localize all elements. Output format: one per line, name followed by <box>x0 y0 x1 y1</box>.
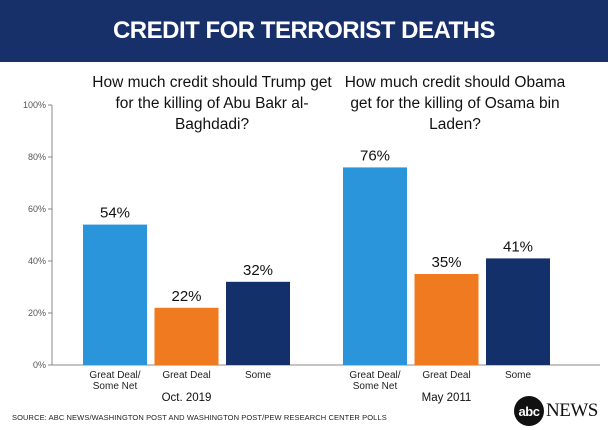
y-tick-label: 80% <box>28 152 46 162</box>
y-tick-label: 20% <box>28 308 46 318</box>
y-tick-label: 100% <box>23 100 46 110</box>
x-category-label: Great Deal/ <box>349 370 400 381</box>
bar <box>226 281 290 365</box>
x-category-label: Great Deal <box>422 370 470 381</box>
x-category-label: Some <box>505 370 532 381</box>
bar <box>343 167 407 365</box>
bar <box>414 274 479 365</box>
question-left: How much credit should Trump get for the… <box>92 74 332 133</box>
question-right: How much credit should Obama get for the… <box>344 74 566 133</box>
y-tick-label: 40% <box>28 256 46 266</box>
y-tick-label: 60% <box>28 204 46 214</box>
chart-header: CREDIT FOR TERRORIST DEATHS <box>0 0 608 62</box>
bar <box>486 258 550 365</box>
x-category-label: Great Deal/ <box>89 370 140 381</box>
source-note: SOURCE: ABC NEWS/WASHINGTON POST AND WAS… <box>12 413 387 422</box>
bar-value-label: 41% <box>503 238 533 255</box>
period-label: Oct. 2019 <box>162 392 212 404</box>
x-category-label: Some Net <box>353 381 398 392</box>
logo-circle: abc <box>514 396 544 426</box>
logo-word: NEWS <box>546 400 598 421</box>
x-category-label: Some <box>245 370 272 381</box>
bar-value-label: 22% <box>171 288 201 305</box>
x-category-label: Some Net <box>93 381 138 392</box>
x-category-label: Great Deal <box>162 370 210 381</box>
bar-value-label: 54% <box>100 205 130 222</box>
bar <box>83 224 147 365</box>
bar-value-label: 32% <box>243 262 273 279</box>
abc-news-logo: abc NEWS <box>514 396 598 426</box>
y-tick-label: 0% <box>33 360 46 370</box>
period-label: May 2011 <box>422 392 472 404</box>
bar <box>154 307 219 365</box>
bar-value-label: 76% <box>360 147 390 164</box>
chart-title: CREDIT FOR TERRORIST DEATHS <box>112 17 496 44</box>
bar-value-label: 35% <box>431 254 461 271</box>
